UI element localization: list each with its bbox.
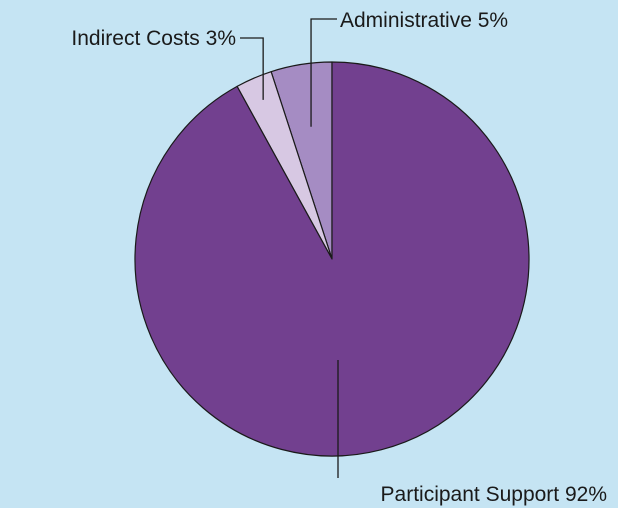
slice-label-indirect-costs: Indirect Costs 3% [71, 27, 236, 50]
leader-line-indirect-costs [240, 37, 264, 100]
slices-layer [134, 61, 530, 457]
leader-lines [240, 18, 339, 478]
slice-label-administrative: Administrative 5% [340, 9, 508, 32]
leader-line-administrative [310, 18, 337, 127]
slice-participant-support [134, 61, 530, 457]
slice-labels: Administrative 5% Indirect Costs 3% Part… [71, 9, 607, 506]
slice-label-participant-support: Participant Support 92% [381, 483, 607, 506]
